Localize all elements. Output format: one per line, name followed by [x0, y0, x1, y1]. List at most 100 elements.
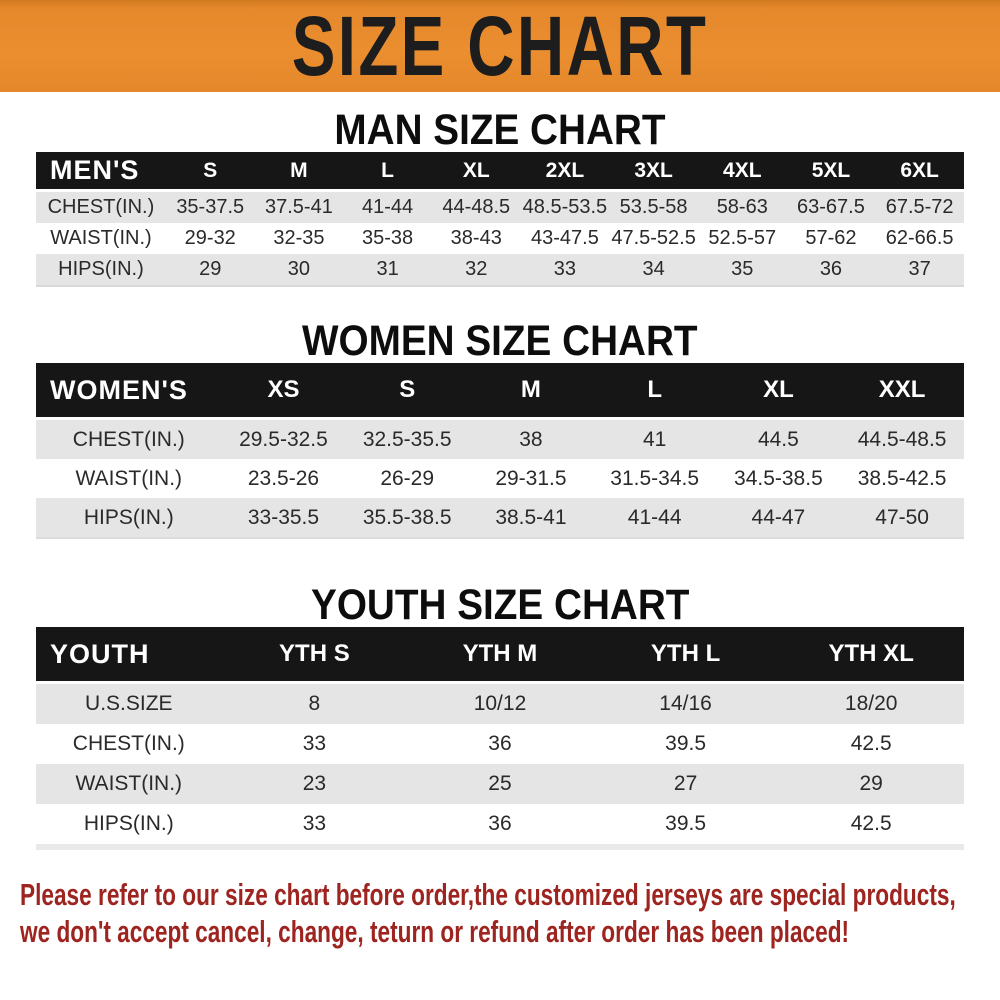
cell: 32-35 [254, 223, 344, 254]
youth-size-col: YTH XL [778, 627, 964, 684]
cell: 41-44 [592, 498, 717, 538]
cell: 62-66.5 [875, 223, 964, 254]
cell: 18/20 [778, 682, 964, 724]
cell: 23.5-26 [221, 459, 346, 498]
men-chest-row: CHEST(IN.) 35-37.5 37.5-41 41-44 44-48.5… [36, 190, 964, 223]
row-label: WAIST(IN.) [36, 459, 222, 498]
youth-hips-row: HIPS(IN.) 33 36 39.5 42.5 [36, 804, 964, 847]
cell: 34 [609, 254, 698, 286]
row-label: WAIST(IN.) [36, 223, 166, 254]
youth-section-heading: YOUTH SIZE CHART [0, 583, 1000, 627]
cell: 33 [221, 804, 408, 847]
row-label: U.S.SIZE [36, 682, 222, 724]
youth-size-col: YTH M [407, 627, 593, 684]
order-notice-line1: Please refer to our size chart before or… [20, 877, 956, 912]
women-size-col: M [469, 363, 593, 420]
men-size-col: 6XL [875, 152, 964, 192]
cell: 29.5-32.5 [221, 418, 346, 459]
cell: 23 [221, 764, 408, 804]
cell: 31 [343, 254, 432, 286]
cell: 47-50 [840, 498, 964, 538]
women-size-col: XXL [840, 363, 964, 420]
men-hips-row: HIPS(IN.) 29 30 31 32 33 34 35 36 37 [36, 254, 964, 286]
men-size-col: 5XL [786, 152, 876, 192]
youth-ussize-row: U.S.SIZE 8 10/12 14/16 18/20 [36, 682, 964, 724]
cell: 14/16 [592, 682, 779, 724]
cell: 35-38 [343, 223, 432, 254]
cell: 33 [520, 254, 610, 286]
youth-size-table: YOUTH YTH S YTH M YTH L YTH XL U.S.SIZE … [36, 627, 964, 850]
cell: 63-67.5 [786, 190, 876, 223]
women-size-table: WOMEN'S XS S M L XL XXL CHEST(IN.) 29.5-… [36, 363, 964, 539]
row-label: HIPS(IN.) [36, 254, 166, 286]
men-table-title: MEN'S [36, 152, 166, 192]
cell: 36 [407, 724, 593, 764]
row-label: HIPS(IN.) [36, 498, 222, 538]
cell: 30 [254, 254, 344, 286]
women-section-heading-text: WOMEN SIZE CHART [302, 317, 698, 365]
men-header-row: MEN'S S M L XL 2XL 3XL 4XL 5XL 6XL [36, 152, 964, 192]
cell: 42.5 [778, 724, 964, 764]
men-size-col: M [254, 152, 344, 192]
cell: 38.5-41 [469, 498, 593, 538]
cell: 10/12 [407, 682, 593, 724]
cell: 32.5-35.5 [345, 418, 470, 459]
women-size-col: XS [221, 363, 346, 420]
row-label: CHEST(IN.) [36, 724, 222, 764]
cell: 35-37.5 [165, 190, 255, 223]
cell: 27 [592, 764, 779, 804]
men-waist-row: WAIST(IN.) 29-32 32-35 35-38 38-43 43-47… [36, 223, 964, 254]
cell: 53.5-58 [609, 190, 698, 223]
cell: 38-43 [431, 223, 521, 254]
youth-header-row: YOUTH YTH S YTH M YTH L YTH XL [36, 627, 964, 684]
women-header-row: WOMEN'S XS S M L XL XXL [36, 363, 964, 420]
cell: 35.5-38.5 [345, 498, 470, 538]
women-chest-row: CHEST(IN.) 29.5-32.5 32.5-35.5 38 41 44.… [36, 418, 964, 459]
cell: 57-62 [786, 223, 876, 254]
cell: 41 [592, 418, 717, 459]
cell: 29-31.5 [469, 459, 593, 498]
youth-size-col: YTH L [592, 627, 779, 684]
women-size-col: L [592, 363, 717, 420]
women-waist-row: WAIST(IN.) 23.5-26 26-29 29-31.5 31.5-34… [36, 459, 964, 498]
row-label: CHEST(IN.) [36, 418, 222, 459]
banner: SIZE CHART [0, 0, 1000, 92]
men-size-col: S [165, 152, 255, 192]
cell: 33-35.5 [221, 498, 346, 538]
cell: 47.5-52.5 [609, 223, 698, 254]
cell: 31.5-34.5 [592, 459, 717, 498]
cell: 34.5-38.5 [716, 459, 841, 498]
youth-chest-row: CHEST(IN.) 33 36 39.5 42.5 [36, 724, 964, 764]
women-size-col: XL [716, 363, 841, 420]
youth-size-col: YTH S [221, 627, 408, 684]
women-size-col: S [345, 363, 470, 420]
men-size-col: L [343, 152, 432, 192]
row-label: HIPS(IN.) [36, 804, 222, 847]
cell: 36 [786, 254, 876, 286]
cell: 29-32 [165, 223, 255, 254]
men-section-heading: MAN SIZE CHART [0, 108, 1000, 152]
cell: 38 [469, 418, 593, 459]
men-size-col: XL [431, 152, 521, 192]
page-title: SIZE CHART [291, 0, 709, 93]
men-size-col: 3XL [609, 152, 698, 192]
cell: 8 [221, 682, 408, 724]
youth-table-title: YOUTH [36, 627, 222, 684]
men-size-table: MEN'S S M L XL 2XL 3XL 4XL 5XL 6XL CHEST… [36, 152, 964, 287]
cell: 25 [407, 764, 593, 804]
cell: 42.5 [778, 804, 964, 847]
cell: 39.5 [592, 724, 779, 764]
cell: 39.5 [592, 804, 779, 847]
men-size-col: 4XL [697, 152, 787, 192]
cell: 37.5-41 [254, 190, 344, 223]
women-table-title: WOMEN'S [36, 363, 222, 420]
cell: 58-63 [697, 190, 787, 223]
row-label: CHEST(IN.) [36, 190, 166, 223]
cell: 35 [697, 254, 787, 286]
cell: 37 [875, 254, 964, 286]
cell: 41-44 [343, 190, 432, 223]
cell: 26-29 [345, 459, 470, 498]
women-section-heading: WOMEN SIZE CHART [0, 319, 1000, 363]
men-size-col: 2XL [520, 152, 610, 192]
